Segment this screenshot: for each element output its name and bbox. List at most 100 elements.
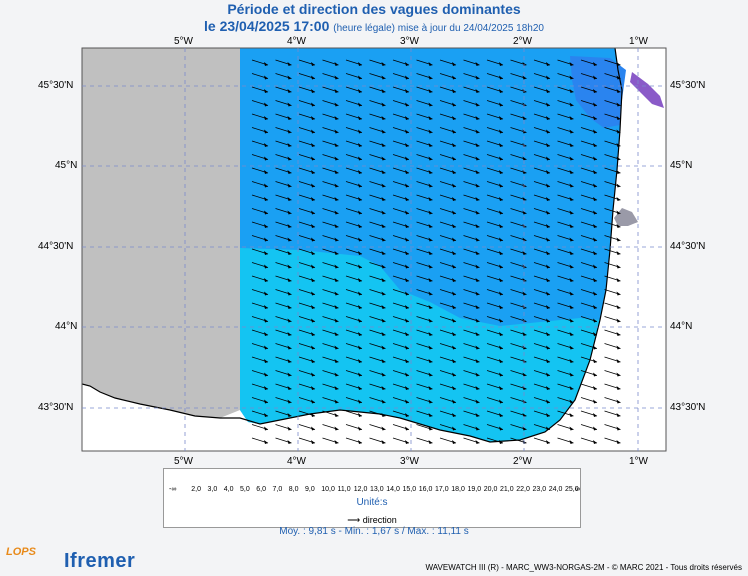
ifremer-logo: Ifremer [64,550,136,572]
direction-arrow-head [499,440,503,444]
direction-arrow-head [616,102,621,107]
direction-arrow-head [616,359,621,363]
direction-arrow-head [311,170,315,174]
estuary [630,72,664,108]
direction-arrow-head [381,129,386,134]
direction-arrow-head [311,278,315,282]
direction-arrow-head [499,291,503,296]
map-title: Période et direction des vagues dominant… [227,1,521,17]
direction-arrow-head [452,399,456,404]
direction-arrow-head [569,305,574,309]
direction-arrow-head [358,359,362,363]
direction-arrow-head [405,305,409,309]
direction-arrow-head [499,399,503,404]
direction-arrow-head [499,102,503,107]
direction-arrow-head [475,75,480,80]
direction-arrow-head [287,156,292,161]
direction-arrow-head [381,102,386,107]
direction-arrow-head [616,264,621,269]
direction-arrow-head [593,345,597,350]
direction-arrow-head [522,251,527,255]
direction-arrow-head [334,251,339,255]
direction-arrow-head [616,291,621,296]
direction-arrow-head [616,183,621,188]
direction-arrow-head [475,305,480,309]
direction-arrow-head [593,318,597,323]
direction-arrow-head [546,143,550,147]
direction-arrow-head [546,183,550,188]
colorbar-label: 2,0 [191,486,201,493]
direction-arrow-head [264,305,268,309]
direction-arrow-head [593,197,597,201]
direction-arrow-head [569,75,574,80]
direction-arrow-head [593,62,597,66]
direction-arrow-head [569,291,574,296]
direction-arrow-head [428,170,433,174]
direction-arrow-head [311,440,315,444]
direction-arrow-head [381,345,386,350]
direction-arrow-head [287,359,292,363]
direction-arrow-head [334,359,339,363]
direction-arrow-head [593,89,597,93]
nodata-zone [82,48,240,418]
direction-arrow-head [546,440,550,444]
direction-arrow-head [311,237,315,242]
direction-arrow-head [475,89,480,93]
direction-arrow-head [428,62,433,66]
direction-arrow-head [358,305,362,309]
direction-arrow-head [311,264,315,269]
lon-top-5w: 5°W [174,36,193,47]
lat-left-45: 45°N [55,160,78,171]
direction-arrow-head [264,399,268,404]
direction-arrow-head [569,62,574,66]
direction-arrow-head [428,224,433,228]
direction-arrow-head [569,183,574,188]
direction-arrow-head [405,426,409,431]
direction-arrow-head [569,345,574,350]
direction-arrow-head [475,116,480,120]
direction-arrow-head [616,426,621,431]
direction-arrow-head [499,197,503,201]
direction-arrow-head [452,116,456,120]
direction-arrow-head [428,372,433,377]
direction-arrow-head [546,75,550,80]
direction-arrow-head [381,237,386,242]
direction-arrow-head [428,386,433,390]
direction-arrow-head [358,251,362,255]
direction-arrow-head [499,210,503,215]
direction-arrow-head [593,291,597,296]
direction-arrow-head [405,75,409,80]
direction-arrow-head [381,426,386,431]
direction-arrow-head [405,440,409,444]
direction-arrow-head [546,251,550,255]
direction-arrow-head [593,264,597,269]
direction-arrow-head [287,116,292,120]
direction-arrow-head [287,75,292,80]
direction-arrow-head [334,413,339,417]
direction-arrow-head [475,62,480,66]
map-subtitle: le 23/04/2025 17:00 (heure légale) mise … [0,18,748,34]
direction-arrow-head [405,183,409,188]
direction-arrow-head [499,332,503,336]
direction-arrow-head [428,251,433,255]
direction-arrow-head [287,62,292,66]
direction-arrow-head [593,224,597,228]
map-date: le 23/04/2025 17:00 [204,18,330,34]
direction-arrow-head [499,89,503,93]
direction-arrow-head [475,197,480,201]
direction-arrow-head [264,413,268,417]
direction-arrow-head [334,183,339,188]
direction-arrow-head [358,237,362,242]
lat-left-43-30: 43°30'N [38,402,74,413]
direction-arrow-head [334,129,339,134]
direction-arrow-head [405,210,409,215]
direction-arrow-head [452,237,456,242]
direction-arrow-head [264,264,268,269]
direction-arrow-head [334,318,339,323]
direction-arrow-head [358,102,362,107]
direction-arrow-head [546,291,550,296]
direction-arrow-head [311,291,315,296]
direction-arrow-head [475,345,480,350]
direction-arrow-head [522,359,527,363]
direction-arrow-head [475,143,480,147]
